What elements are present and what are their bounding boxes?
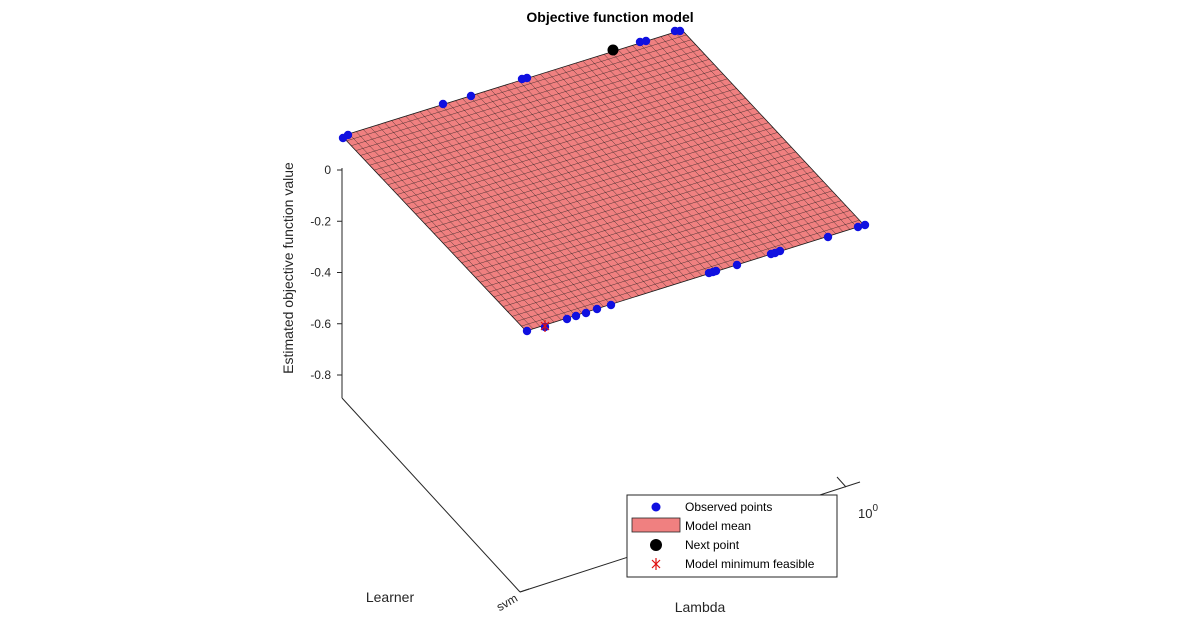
next-point-marker — [607, 44, 619, 56]
surface-mesh-line — [461, 156, 801, 263]
legend-model-min-label: Model minimum feasible — [685, 557, 815, 571]
learner-axis-line — [341, 397, 521, 593]
lambda-tick — [836, 476, 847, 488]
observed-point — [343, 130, 353, 140]
surface-mesh-line — [397, 88, 737, 195]
legend-next-point-marker — [650, 539, 662, 551]
surface-mesh-line — [387, 78, 728, 185]
model-mean-surface — [341, 29, 865, 332]
surface-mesh-line — [466, 161, 805, 268]
observed-point — [775, 246, 785, 256]
observed-point — [860, 220, 870, 230]
surface-mesh-line — [406, 98, 746, 205]
y-tick-exponent: 0 — [872, 503, 878, 514]
legend-next-point-label: Next point — [685, 538, 740, 552]
z-axis-label: Estimated objective function value — [280, 162, 296, 374]
observed-point — [823, 232, 833, 242]
legend: Observed points Model mean Next point Mo… — [626, 494, 838, 578]
observed-point — [641, 36, 651, 46]
surface-mesh-line — [429, 122, 769, 229]
legend-observed-marker — [651, 502, 661, 512]
surface-mesh-line — [479, 176, 819, 283]
observed-point — [853, 222, 863, 232]
observed-point — [571, 311, 581, 321]
observed-point — [581, 308, 591, 318]
z-ticks: 0 -0.2 -0.4 -0.6 -0.8 — [310, 163, 342, 382]
model-minimum-marker — [540, 320, 550, 332]
surface-mesh-line — [447, 141, 787, 249]
surface-mesh-line — [438, 132, 778, 239]
observed-points — [338, 26, 870, 336]
surface-mesh-line — [364, 54, 705, 161]
x-axis-label: Learner — [366, 589, 415, 605]
observed-point — [592, 304, 602, 314]
observed-point — [711, 266, 721, 276]
observed-point — [438, 99, 448, 109]
legend-box — [626, 494, 838, 578]
legend-model-mean-label: Model mean — [685, 519, 751, 533]
surface-mesh-line — [360, 49, 701, 156]
observed-point — [606, 300, 616, 310]
chart-title: Objective function model — [526, 9, 693, 25]
legend-model-mean-swatch — [631, 517, 681, 533]
surface-mesh-line — [475, 171, 815, 278]
z-tick-label: 0 — [324, 163, 331, 177]
surface-mesh-line — [507, 205, 846, 312]
x-tick-label-svm: svm — [494, 591, 520, 614]
surface-mesh-line — [470, 166, 810, 273]
surface-mesh-line — [383, 73, 724, 181]
surface-mesh-line — [484, 180, 824, 288]
legend-observed-label: Observed points — [685, 500, 772, 514]
surface-mesh-line — [410, 102, 751, 210]
learner-tick — [519, 588, 530, 593]
surface-mesh-line — [456, 151, 796, 259]
surface-mesh-line — [346, 34, 687, 142]
observed-point — [562, 314, 572, 324]
surface-mesh-line — [351, 39, 692, 146]
observed-point — [732, 260, 742, 270]
observed-point — [522, 73, 532, 83]
y-tick-label-10e0: 100 — [858, 503, 878, 521]
surface-mesh-line — [355, 44, 696, 151]
observed-point — [675, 26, 685, 36]
surface-mesh-line — [452, 146, 792, 254]
legend-model-min-marker — [651, 558, 661, 570]
surface-mesh-line — [401, 93, 742, 200]
z-tick-label: -0.4 — [310, 266, 331, 280]
observed-point — [466, 91, 476, 101]
surface-mesh-line — [493, 190, 833, 298]
surface-mesh-line — [369, 59, 710, 166]
surface-mesh-line — [433, 127, 774, 234]
surface-mesh-line — [516, 215, 855, 322]
surface-mesh-line — [374, 63, 714, 171]
z-tick-label: -0.2 — [310, 214, 331, 228]
surface-mesh-line — [521, 219, 860, 327]
surface-mesh-line — [498, 195, 837, 302]
surface-mesh-line — [502, 200, 842, 307]
z-tick-label: -0.6 — [310, 317, 331, 331]
y-axis-label: Lambda — [675, 599, 726, 615]
surface-mesh-line — [424, 117, 764, 224]
surface-mesh-line — [392, 83, 733, 190]
z-tick-label: -0.8 — [310, 368, 331, 382]
surface-mesh-line — [443, 137, 783, 244]
surface-mesh-line — [512, 210, 851, 317]
observed-point — [522, 326, 532, 336]
surface-mesh-line — [489, 185, 828, 293]
y-tick-base: 10 — [858, 506, 872, 521]
surface-mesh-line — [378, 68, 719, 176]
surface-mesh-line — [415, 107, 755, 215]
surface-mesh-line — [420, 112, 760, 220]
